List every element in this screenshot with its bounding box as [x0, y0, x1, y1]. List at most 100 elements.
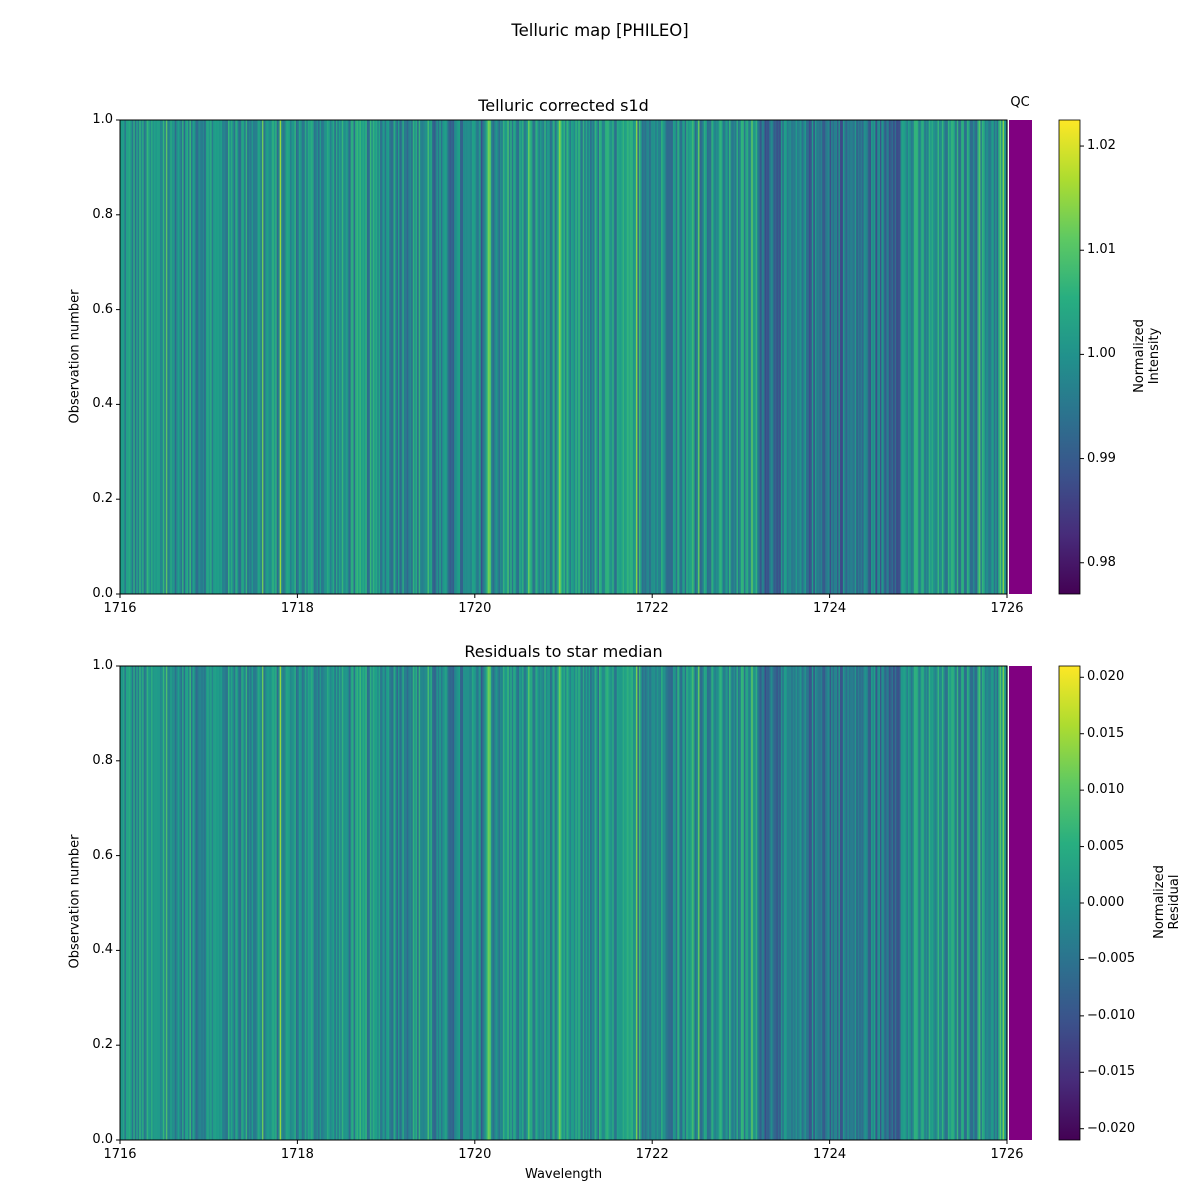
heatmap-stripe — [372, 120, 375, 594]
heatmap-stripe — [375, 666, 378, 1140]
heatmap-stripe — [567, 666, 571, 1140]
heatmap-stripe — [125, 120, 128, 594]
heatmap-stripe — [256, 666, 259, 1140]
heatmap-stripe — [520, 120, 523, 594]
heatmap-stripe — [941, 120, 945, 594]
heatmap-stripe — [616, 120, 619, 594]
heatmap-stripe — [933, 666, 936, 1140]
heatmap-stripe — [374, 120, 377, 594]
heatmap-stripe — [428, 666, 432, 1140]
heatmap-stripe — [702, 666, 705, 1140]
heatmap-stripe — [939, 120, 942, 594]
heatmap-stripe — [770, 666, 773, 1140]
heatmap-stripe — [964, 120, 967, 594]
heatmap-residuals — [120, 666, 1008, 1140]
heatmap-stripe — [550, 666, 553, 1140]
heatmap-stripe — [405, 666, 408, 1140]
heatmap-stripe — [890, 666, 893, 1140]
heatmap-stripe — [409, 120, 412, 594]
heatmap-stripe — [254, 666, 257, 1140]
heatmap-stripe — [229, 666, 232, 1140]
heatmap-stripe — [943, 666, 946, 1140]
heatmap-stripe — [870, 666, 874, 1140]
heatmap-stripe — [615, 666, 618, 1140]
heatmap-stripe — [139, 120, 142, 594]
heatmap-stripe — [884, 120, 887, 594]
heatmap-stripe — [340, 666, 343, 1140]
heatmap-stripe — [687, 120, 690, 594]
heatmap-stripe — [326, 666, 330, 1140]
heatmap-stripe — [724, 666, 727, 1140]
heatmap-stripe — [499, 120, 503, 594]
heatmap-stripe — [556, 666, 559, 1140]
heatmap-stripe — [693, 666, 696, 1140]
heatmap-stripe — [304, 666, 307, 1140]
heatmap-stripe — [480, 666, 483, 1140]
heatmap-stripe — [161, 120, 164, 594]
heatmap-stripe — [915, 120, 918, 594]
heatmap-stripe — [448, 666, 451, 1140]
heatmap-stripe — [656, 666, 659, 1140]
heatmap-stripe — [814, 666, 817, 1140]
x-tick-label: 1716 — [103, 601, 137, 616]
heatmap-stripe — [885, 120, 888, 594]
heatmap-stripe — [607, 120, 610, 594]
heatmap-stripe — [281, 666, 284, 1140]
heatmap-stripe — [452, 666, 455, 1140]
heatmap-stripe — [180, 666, 183, 1140]
heatmap-stripe — [322, 666, 325, 1140]
heatmap-stripe — [776, 120, 779, 594]
heatmap-stripe — [924, 120, 927, 594]
heatmap-stripe — [619, 666, 622, 1140]
heatmap-stripe — [715, 666, 718, 1140]
heatmap-stripe — [687, 666, 690, 1140]
colorbar-tick-label: 0.005 — [1087, 838, 1125, 854]
heatmap-stripe — [366, 666, 369, 1140]
heatmap-stripe — [282, 120, 285, 594]
heatmap-stripe — [341, 120, 344, 594]
heatmap-stripe — [1002, 666, 1005, 1140]
heatmap-stripe — [440, 120, 443, 594]
heatmap-stripe — [847, 120, 850, 594]
heatmap-stripe — [359, 120, 362, 594]
heatmap-stripe — [170, 120, 173, 594]
heatmap-stripe — [545, 120, 548, 594]
heatmap-stripe — [226, 120, 229, 594]
heatmap-stripe — [486, 120, 489, 594]
heatmap-stripe — [783, 666, 786, 1140]
heatmap-stripe — [758, 120, 761, 594]
heatmap-stripe — [152, 666, 155, 1140]
heatmap-stripe — [230, 666, 233, 1140]
heatmap-stripe — [575, 120, 578, 594]
heatmap-stripe — [836, 120, 840, 594]
panel-title-residuals: Residuals to star median — [464, 642, 663, 661]
heatmap-stripe — [297, 120, 300, 594]
heatmap-stripe — [634, 120, 637, 594]
heatmap-stripe — [145, 120, 148, 594]
heatmap-stripe — [782, 120, 785, 594]
heatmap-stripe — [315, 120, 318, 594]
heatmap-stripe — [279, 666, 282, 1140]
heatmap-stripe — [454, 120, 457, 594]
heatmap-stripe — [233, 120, 236, 594]
heatmap-stripe — [597, 666, 600, 1140]
heatmap-stripe — [415, 120, 418, 594]
heatmap-stripe — [922, 666, 925, 1140]
heatmap-stripe — [442, 120, 445, 594]
heatmap-stripe — [834, 666, 837, 1140]
heatmap-stripe — [961, 666, 964, 1140]
heatmap-stripe — [235, 666, 238, 1140]
heatmap-stripe — [732, 666, 735, 1140]
heatmap-stripe — [124, 666, 127, 1140]
heatmap-stripe — [276, 666, 279, 1140]
heatmap-stripe — [729, 120, 732, 594]
heatmap-stripe — [369, 666, 372, 1140]
heatmap-stripe — [703, 120, 707, 594]
heatmap-stripe — [845, 666, 848, 1140]
heatmap-stripe — [363, 666, 366, 1140]
heatmap-stripe — [632, 666, 636, 1140]
heatmap-stripe — [431, 120, 435, 594]
heatmap-stripe — [776, 666, 779, 1140]
heatmap-stripe — [955, 120, 958, 594]
heatmap-stripe — [383, 120, 386, 594]
